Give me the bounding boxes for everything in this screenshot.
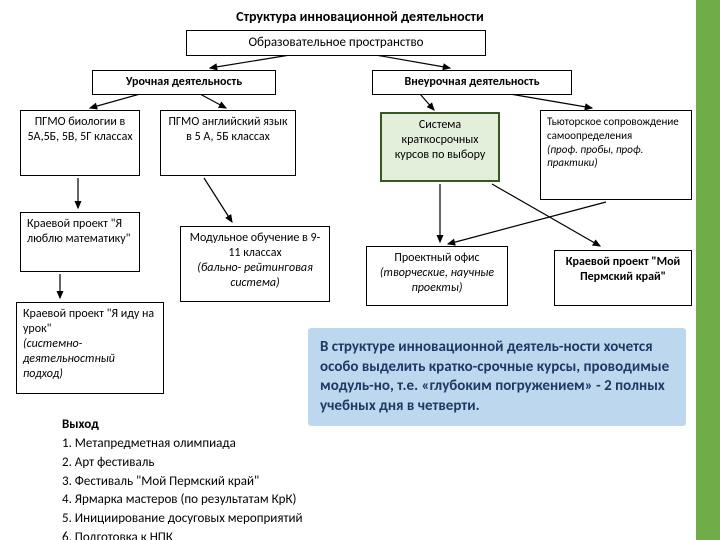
node-extralesson: Внеурочная деятельность — [372, 70, 572, 95]
diagram-root: { "type":"flowchart", "canvas":{"w":720,… — [0, 0, 720, 540]
node-root: Образовательное пространство — [186, 30, 486, 56]
callout-note: В структуре инновационной деятель-ности … — [308, 328, 686, 426]
accent-stripe — [696, 0, 720, 540]
page-title: Структура инновационной деятельности — [0, 8, 720, 25]
node-bio: ПГМО биологии в 5А,5Б, 5В, 5Г классах — [20, 110, 140, 176]
node-lesson: Урочная деятельность — [92, 70, 276, 95]
output-list: Выход1. Метапредметная олимпиада2. Арт ф… — [62, 416, 303, 540]
node-courses: Система краткосрочных курсов по выбору — [380, 112, 500, 182]
node-urok: Краевой проект "Я иду на урок"(системно-… — [16, 302, 164, 394]
node-module: Модульное обучение в 9-11 классах(бально… — [180, 226, 330, 302]
node-eng: ПГМО английский язык в 5 А, 5Б классах — [160, 110, 296, 176]
node-perm: Краевой проект "Мой Пермский край" — [554, 250, 692, 306]
node-projoffice: Проектный офис(творческие, научные проек… — [366, 246, 508, 306]
node-math: Краевой проект "Я люблю математику" — [20, 212, 140, 272]
node-tutor: Тьюторское сопровождение самоопределения… — [540, 110, 692, 200]
